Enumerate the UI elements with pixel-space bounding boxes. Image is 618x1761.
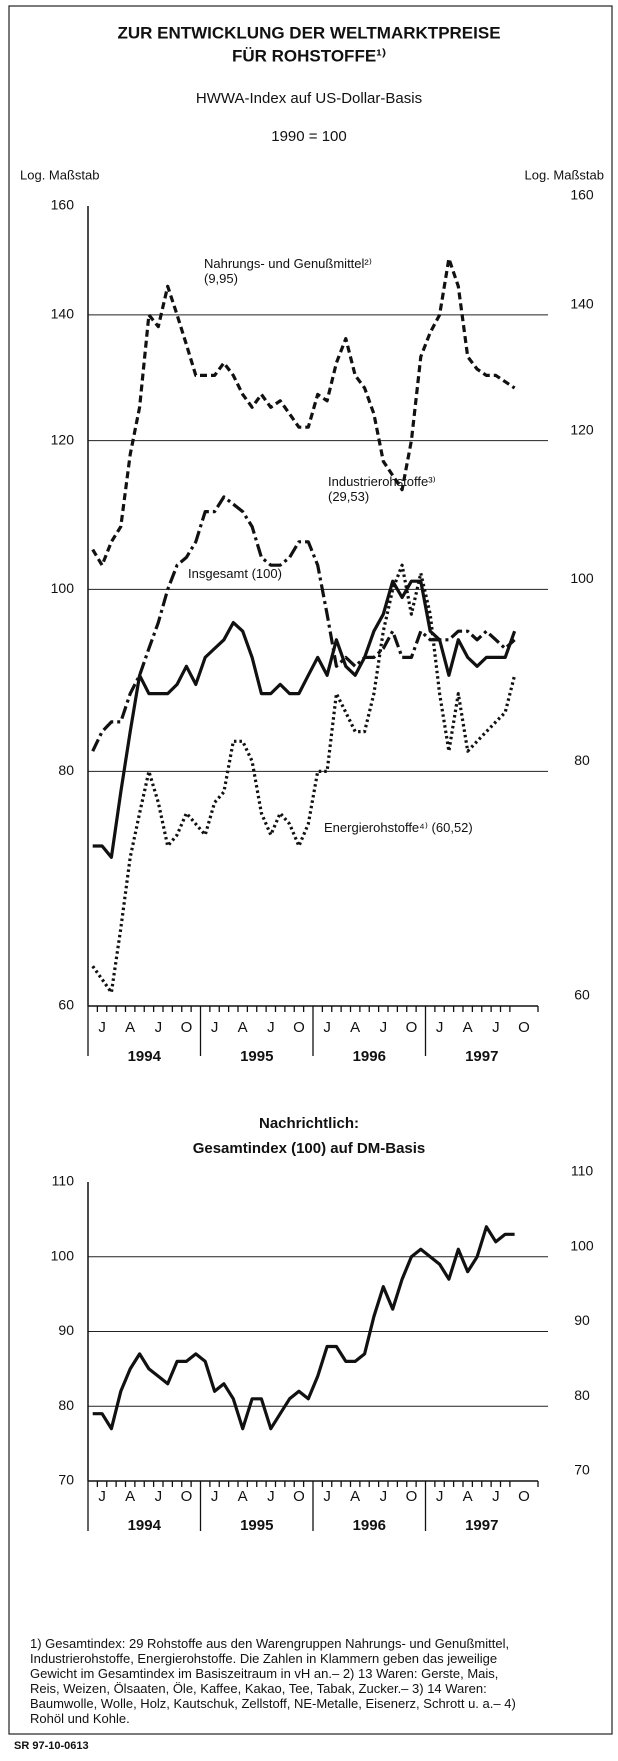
y2-tick-label: 140: [570, 296, 594, 312]
x-tick-label: J: [380, 1488, 388, 1505]
y-tick-label: 90: [58, 1322, 74, 1338]
series-label: Nahrungs- und Genußmittel²⁾ (9,95): [204, 256, 372, 286]
x-tick-label: J: [492, 1019, 500, 1036]
footnotes: 1) Gesamtindex: 29 Rohstoffe aus den War…: [30, 1636, 516, 1726]
x-tick-label: O: [293, 1488, 305, 1505]
chart-title: Nachrichtlich:: [259, 1115, 359, 1132]
y2-tick-label: 90: [574, 1312, 590, 1328]
y-tick-label: 140: [51, 306, 75, 322]
y2-tick-label: 110: [571, 1163, 594, 1179]
x-tick-label: J: [98, 1488, 106, 1505]
x-tick-label: O: [181, 1488, 193, 1505]
x-tick-label: J: [492, 1488, 500, 1505]
y-tick-label: 100: [51, 1247, 75, 1263]
series-line: [92, 1225, 515, 1431]
year-label: 1995: [240, 1048, 273, 1065]
x-tick-label: A: [238, 1488, 248, 1505]
y-tick-label: 100: [51, 580, 75, 596]
series-label: Industrierohstoffe³⁾ (29,53): [328, 474, 436, 504]
y-axis-label: Log. Maßstab: [20, 167, 100, 182]
x-tick-label: A: [463, 1488, 473, 1505]
x-tick-label: J: [98, 1019, 106, 1036]
y2-tick-label: 100: [570, 570, 594, 586]
y-tick-label: 60: [58, 997, 74, 1013]
year-label: 1995: [240, 1517, 273, 1534]
base-note: 1990 = 100: [271, 128, 347, 145]
x-tick-label: O: [406, 1019, 418, 1036]
x-tick-label: J: [267, 1488, 275, 1505]
series-label: Insgesamt (100): [188, 566, 282, 581]
chart-subtitle: HWWA-Index auf US-Dollar-Basis: [196, 90, 422, 107]
series-line: [91, 495, 516, 752]
y-tick-label: 80: [58, 762, 74, 778]
x-tick-label: A: [350, 1488, 360, 1505]
y2-tick-label: 100: [570, 1237, 594, 1253]
y-tick-label: 110: [52, 1173, 75, 1189]
series-label-box: Energierohstoffe⁴⁾ (60,52): [324, 820, 473, 835]
series-label-box: Industrierohstoffe³⁾ (29,53): [328, 474, 436, 504]
y2-tick-label: 70: [574, 1462, 590, 1478]
x-tick-label: J: [155, 1488, 163, 1505]
y2-tick-label: 80: [574, 1387, 590, 1403]
x-tick-label: A: [125, 1488, 135, 1505]
y2-tick-label: 120: [570, 421, 594, 437]
year-label: 1997: [465, 1517, 498, 1534]
x-tick-label: J: [211, 1019, 219, 1036]
y-tick-label: 70: [58, 1472, 74, 1488]
y-tick-label: 80: [58, 1397, 74, 1413]
year-label: 1997: [465, 1048, 498, 1065]
y2-tick-label: 60: [574, 987, 590, 1003]
x-tick-label: J: [323, 1019, 331, 1036]
year-label: 1996: [353, 1517, 386, 1534]
series-line: [91, 257, 516, 567]
x-tick-label: J: [155, 1019, 163, 1036]
y2-tick-label: 80: [574, 752, 590, 768]
frame: [8, 5, 613, 1735]
series-label-box: Insgesamt (100): [188, 566, 282, 581]
x-tick-label: J: [267, 1019, 275, 1036]
y2-axis-label: Log. Maßstab: [525, 167, 605, 182]
x-tick-label: J: [380, 1019, 388, 1036]
x-tick-label: J: [436, 1488, 444, 1505]
series-label: Energierohstoffe⁴⁾ (60,52): [324, 820, 473, 835]
x-tick-label: J: [436, 1019, 444, 1036]
chart-title: Gesamtindex (100) auf DM-Basis: [193, 1140, 426, 1157]
x-tick-label: O: [406, 1488, 418, 1505]
year-label: 1994: [128, 1517, 162, 1534]
x-tick-label: A: [350, 1019, 360, 1036]
x-tick-label: J: [323, 1488, 331, 1505]
chart-title: FÜR ROHSTOFFE¹⁾: [232, 46, 386, 65]
x-tick-label: A: [238, 1019, 248, 1036]
series-label-box: Nahrungs- und Genußmittel²⁾ (9,95): [204, 256, 372, 286]
year-label: 1994: [128, 1048, 162, 1065]
year-label: 1996: [353, 1048, 386, 1065]
y-tick-label: 120: [51, 431, 75, 447]
x-tick-label: A: [463, 1019, 473, 1036]
chart-title: ZUR ENTWICKLUNG DER WELTMARKTPREISE: [117, 23, 500, 42]
x-tick-label: O: [518, 1019, 530, 1036]
y-tick-label: 160: [51, 197, 75, 213]
x-tick-label: A: [125, 1019, 135, 1036]
x-tick-label: O: [293, 1019, 305, 1036]
source-code: SR 97-10-0613: [14, 1740, 89, 1752]
x-tick-label: J: [211, 1488, 219, 1505]
series-line: [91, 563, 517, 995]
y2-tick-label: 160: [570, 187, 594, 203]
x-tick-label: O: [181, 1019, 193, 1036]
series-line: [92, 579, 517, 859]
x-tick-label: O: [518, 1488, 530, 1505]
